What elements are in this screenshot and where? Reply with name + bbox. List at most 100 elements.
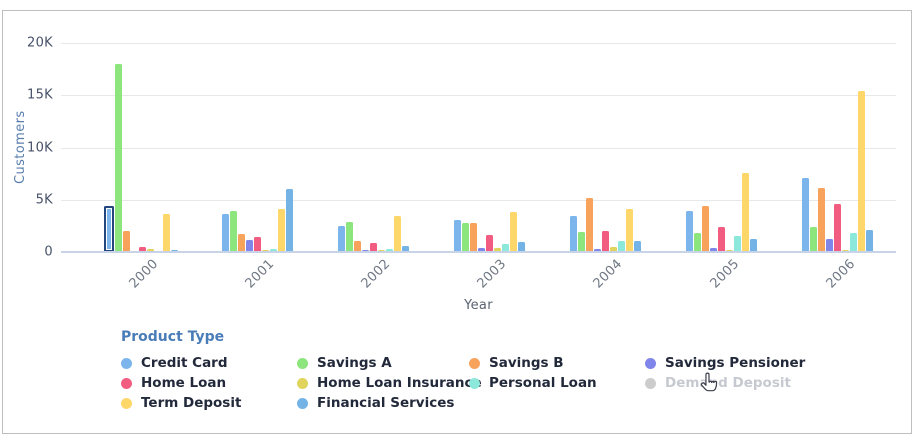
bar-savings-pensioner-2004[interactable]	[594, 249, 602, 252]
bar-savings-pensioner-2001[interactable]	[245, 239, 253, 252]
bar-savings-a-2001[interactable]	[229, 210, 237, 252]
x-tick-label: 2002	[358, 256, 394, 292]
bar-savings-b-2004[interactable]	[586, 198, 594, 252]
bar-term-deposit-2000[interactable]	[163, 213, 171, 252]
bar-personal-loan-2004[interactable]	[618, 241, 626, 252]
legend: Product Type Credit Card Savings A Savings…	[121, 329, 901, 413]
x-axis-tick-labels: 2000 2001 2002 2003 2004 2005 2006	[61, 254, 896, 294]
bar-savings-b-2003[interactable]	[469, 223, 477, 252]
bar-group-2003	[431, 43, 547, 252]
y-axis-tick-labels: 0 5K 10K 15K 20K	[5, 36, 53, 260]
bar-term-deposit-2004[interactable]	[626, 208, 634, 252]
legend-item-savings-b[interactable]: Savings B	[469, 355, 645, 371]
bar-group-2005	[664, 43, 780, 252]
legend-dot-savings-b	[469, 357, 480, 369]
bar-financial-services-2005[interactable]	[750, 238, 758, 252]
legend-dot-term-deposit	[121, 397, 132, 409]
y-tick-15K: 15K	[27, 87, 53, 103]
bar-home-loan-2002[interactable]	[369, 242, 377, 252]
bar-savings-pensioner-2006[interactable]	[826, 238, 834, 252]
bar-financial-services-2002[interactable]	[401, 246, 409, 252]
legend-dot-home-loan-insurance	[297, 377, 308, 389]
y-tick-20K: 20K	[27, 35, 53, 51]
x-tick-label: 2003	[474, 256, 510, 292]
y-tick-5K: 5K	[35, 192, 53, 208]
legend-label: Savings A	[317, 355, 392, 371]
legend-item-demand-deposit[interactable]: Demand Deposit	[645, 375, 901, 391]
bar-financial-services-2006[interactable]	[866, 230, 874, 252]
bar-group-2000	[83, 43, 199, 252]
bar-home-loan-2005[interactable]	[718, 226, 726, 252]
legend-label: Personal Loan	[489, 375, 597, 391]
bar-credit-card-2003[interactable]	[453, 219, 461, 252]
legend-label: Home Loan Insurance	[317, 375, 482, 391]
bar-credit-card-2004[interactable]	[570, 215, 578, 252]
bar-term-deposit-2003[interactable]	[509, 211, 517, 252]
bar-personal-loan-2003[interactable]	[501, 243, 509, 252]
bar-savings-b-2005[interactable]	[702, 205, 710, 252]
bar-savings-b-2002[interactable]	[353, 240, 361, 252]
bar-savings-b-2006[interactable]	[818, 187, 826, 252]
legend-label: Financial Services	[317, 395, 455, 411]
bar-home-loan-2001[interactable]	[253, 236, 261, 252]
legend-item-home-loan-insurance[interactable]: Home Loan Insurance	[297, 375, 482, 391]
bar-credit-card-2000[interactable]	[104, 206, 115, 252]
x-tick-2000: 2000	[83, 254, 199, 294]
bar-term-deposit-2005[interactable]	[742, 172, 750, 252]
bar-term-deposit-2002[interactable]	[393, 215, 401, 252]
bar-credit-card-2006[interactable]	[802, 177, 810, 252]
bar-home-loan-insurance-2000[interactable]	[147, 249, 155, 252]
legend-dot-home-loan	[121, 377, 132, 389]
bar-personal-loan-2002[interactable]	[385, 249, 393, 252]
bar-personal-loan-2006[interactable]	[850, 232, 858, 252]
legend-label: Credit Card	[141, 355, 228, 371]
legend-item-savings-a[interactable]: Savings A	[297, 355, 469, 371]
bar-savings-a-2005[interactable]	[694, 232, 702, 252]
bar-savings-pensioner-2003[interactable]	[477, 247, 485, 252]
x-tick-label: 2004	[591, 256, 626, 292]
cursor-pointer-icon	[700, 372, 718, 392]
legend-item-personal-loan[interactable]: Personal Loan	[469, 375, 645, 391]
gridline-15K	[61, 95, 896, 97]
bar-savings-a-2004[interactable]	[578, 231, 586, 252]
bar-home-loan-insurance-2004[interactable]	[610, 247, 618, 252]
legend-label: Home Loan	[141, 375, 227, 391]
bar-home-loan-2006[interactable]	[834, 204, 842, 252]
bar-credit-card-2001[interactable]	[221, 214, 229, 252]
bar-personal-loan-2001[interactable]	[269, 249, 277, 252]
bar-financial-services-2001[interactable]	[285, 189, 293, 252]
bar-savings-b-2000[interactable]	[123, 231, 131, 252]
legend-dot-financial-services	[297, 397, 308, 409]
bar-group-2001	[199, 43, 315, 252]
bar-savings-a-2003[interactable]	[461, 223, 469, 252]
bar-term-deposit-2006[interactable]	[858, 91, 866, 252]
bar-savings-pensioner-2005[interactable]	[710, 248, 718, 252]
legend-dot-personal-loan	[469, 377, 480, 389]
legend-item-home-loan[interactable]: Home Loan	[121, 375, 297, 391]
legend-item-credit-card[interactable]: Credit Card	[121, 355, 297, 371]
bar-savings-a-2002[interactable]	[345, 221, 353, 252]
bar-home-loan-2000[interactable]	[139, 247, 147, 252]
bar-term-deposit-2001[interactable]	[277, 208, 285, 252]
bar-credit-card-2002[interactable]	[337, 225, 345, 252]
x-axis-line	[61, 251, 896, 253]
bar-savings-a-2006[interactable]	[810, 226, 818, 252]
legend-item-financial-services[interactable]: Financial Services	[297, 395, 469, 411]
bar-home-loan-insurance-2002[interactable]	[377, 249, 385, 252]
bar-savings-b-2001[interactable]	[237, 234, 245, 252]
bar-credit-card-2005[interactable]	[686, 211, 694, 252]
x-tick-2001: 2001	[199, 254, 315, 294]
bar-financial-services-2003[interactable]	[517, 242, 525, 252]
bar-savings-a-2000[interactable]	[115, 63, 123, 252]
bar-home-loan-2004[interactable]	[602, 230, 610, 252]
bar-financial-services-2004[interactable]	[634, 241, 642, 252]
bar-home-loan-insurance-2003[interactable]	[493, 247, 501, 252]
bar-personal-loan-2005[interactable]	[734, 235, 742, 252]
legend-items: Credit Card Savings A Savings B Savings Pen…	[121, 353, 901, 413]
bar-savings-pensioner-2002[interactable]	[361, 249, 369, 252]
legend-item-term-deposit[interactable]: Term Deposit	[121, 395, 297, 411]
legend-title: Product Type	[121, 329, 225, 345]
legend-item-savings-pensioner[interactable]: Savings Pensioner	[645, 355, 901, 371]
bar-home-loan-2003[interactable]	[485, 235, 493, 252]
bar-home-loan-insurance-2005[interactable]	[726, 249, 734, 252]
